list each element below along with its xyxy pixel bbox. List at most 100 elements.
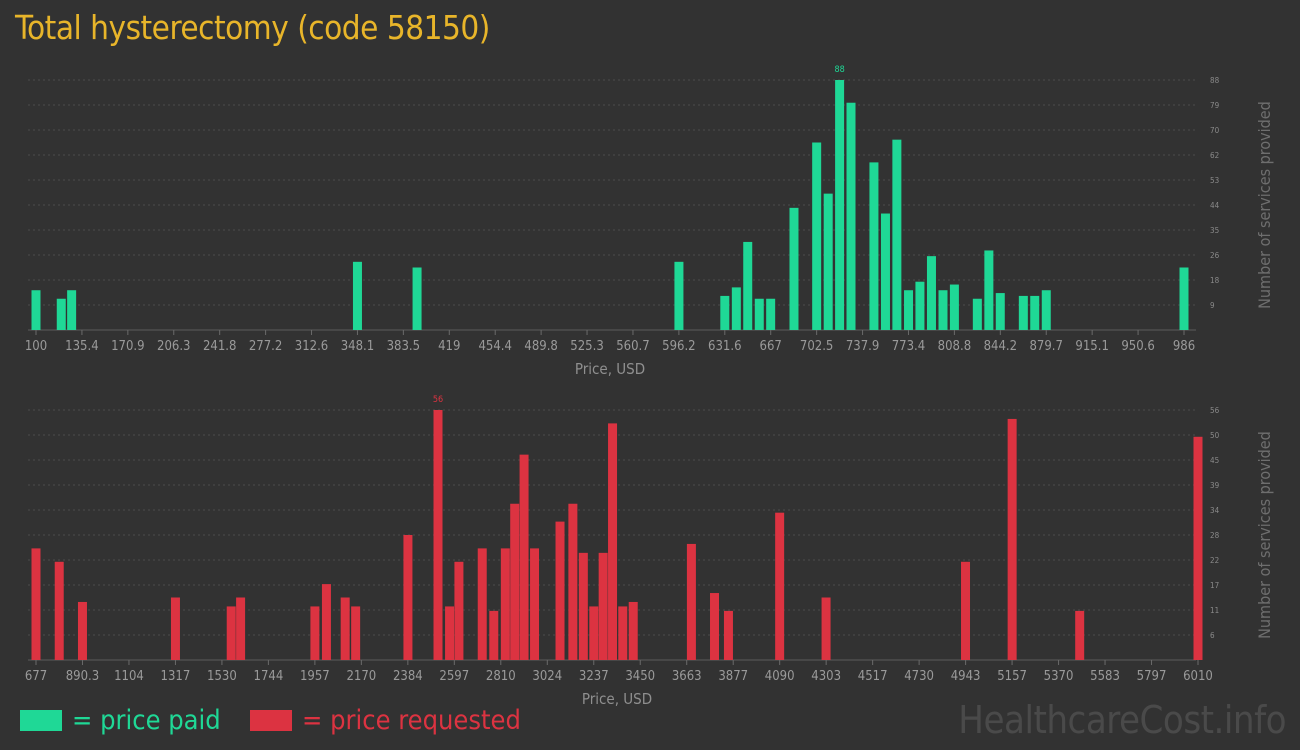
bar	[67, 290, 77, 330]
x-tick-label: 454.4	[478, 339, 511, 354]
x-tick-label: 3663	[672, 669, 702, 684]
bar	[743, 241, 753, 330]
bar	[500, 548, 510, 660]
x-tick-label: 5157	[997, 669, 1027, 684]
x-tick-label: 560.7	[616, 339, 649, 354]
legend-requested-label: = price requested	[302, 704, 521, 736]
bar	[723, 610, 733, 660]
x-tick-label: 596.2	[662, 339, 695, 354]
bar	[352, 261, 362, 330]
bar	[949, 284, 959, 330]
bar	[31, 548, 41, 660]
bar	[454, 561, 464, 660]
y-tick-label: 6	[1210, 631, 1215, 640]
y-tick-label: 45	[1210, 456, 1219, 465]
bar	[445, 606, 455, 660]
x-tick-label: 277.2	[249, 339, 282, 354]
bar	[628, 601, 638, 660]
bar	[412, 267, 422, 330]
bar	[754, 298, 764, 330]
legend-paid-swatch	[20, 709, 62, 731]
legend-paid: = price paid	[20, 704, 221, 736]
bar	[321, 584, 331, 660]
x-tick-label: 5797	[1137, 669, 1167, 684]
bar	[555, 521, 565, 660]
x-tick-label: 241.8	[203, 339, 236, 354]
y-tick-label: 79	[1210, 101, 1220, 110]
y-tick-label: 11	[1210, 606, 1219, 615]
x-tick-label: 419	[438, 339, 460, 354]
x-tick-label: 1104	[114, 669, 144, 684]
x-tick-label: 631.6	[708, 339, 741, 354]
x-tick-label: 2810	[486, 669, 516, 684]
y-tick-label: 53	[1210, 176, 1219, 185]
x-tick-label: 773.4	[892, 339, 925, 354]
x-tick-label: 100	[25, 339, 47, 354]
bar	[1030, 295, 1040, 330]
bar	[995, 293, 1005, 330]
bar	[77, 601, 87, 660]
x-tick-label: 879.7	[1029, 339, 1062, 354]
y-tick-label: 62	[1210, 151, 1219, 160]
bar	[31, 290, 41, 330]
y-tick-label: 39	[1210, 481, 1220, 490]
x-tick-label: 667	[760, 339, 782, 354]
y-tick-label: 34	[1210, 506, 1220, 515]
bar	[775, 512, 785, 660]
y-tick-label: 88	[1210, 76, 1220, 85]
bar	[766, 298, 776, 330]
bar	[568, 503, 578, 660]
bar	[170, 597, 180, 660]
bar	[869, 162, 879, 330]
x-tick-label: 915.1	[1075, 339, 1108, 354]
price-paid-chart: 9 18 26 35 44 53 62 70 79 88 100 135.4 170.9 206.3 241…	[25, 65, 1274, 378]
bar	[904, 290, 914, 330]
bar	[710, 593, 720, 660]
y-tick-label: 44	[1210, 201, 1220, 210]
legend-paid-label: = price paid	[72, 704, 221, 736]
y-tick-label: 9	[1210, 301, 1215, 310]
x-axis-title: Price, USD	[575, 360, 645, 378]
bar	[789, 207, 799, 330]
x-tick-label: 737.9	[846, 339, 879, 354]
x-tick-label: 1317	[161, 669, 191, 684]
bar	[578, 552, 588, 660]
x-tick-label: 986	[1173, 339, 1195, 354]
bar	[823, 193, 833, 330]
bar	[1075, 610, 1085, 660]
y-tick-label: 50	[1210, 431, 1220, 440]
bar	[1018, 295, 1028, 330]
bar	[1193, 436, 1203, 660]
x-tick-label: 4730	[904, 669, 934, 684]
bar	[56, 298, 66, 330]
x-tick-label: 3450	[625, 669, 655, 684]
x-tick-label: 4303	[811, 669, 841, 684]
bar	[1179, 267, 1189, 330]
y-tick-label: 35	[1210, 226, 1219, 235]
bar	[1041, 290, 1051, 330]
bar	[926, 256, 936, 330]
bar	[530, 548, 540, 660]
bar	[938, 290, 948, 330]
bar	[731, 287, 741, 330]
bar	[310, 606, 320, 660]
x-tick-label: 3024	[532, 669, 562, 684]
x-tick-label: 5583	[1090, 669, 1120, 684]
x-tick-label: 489.8	[524, 339, 557, 354]
bar	[812, 142, 822, 330]
x-tick-label: 348.1	[341, 339, 374, 354]
bar	[403, 535, 413, 660]
x-tick-label: 170.9	[111, 339, 144, 354]
y-tick-label: 70	[1210, 126, 1220, 135]
x-tick-label: 1957	[300, 669, 330, 684]
x-tick-label: 2170	[346, 669, 376, 684]
x-tick-label: 383.5	[387, 339, 420, 354]
legend-requested: = price requested	[250, 704, 521, 736]
x-tick-label: 1530	[207, 669, 237, 684]
y-tick-label: 56	[1210, 406, 1220, 415]
y-tick-label: 17	[1210, 581, 1219, 590]
x-tick-label: 677	[25, 669, 47, 684]
bar	[720, 295, 730, 330]
y-tick-label: 22	[1210, 556, 1219, 565]
x-tick-label: 4090	[765, 669, 795, 684]
